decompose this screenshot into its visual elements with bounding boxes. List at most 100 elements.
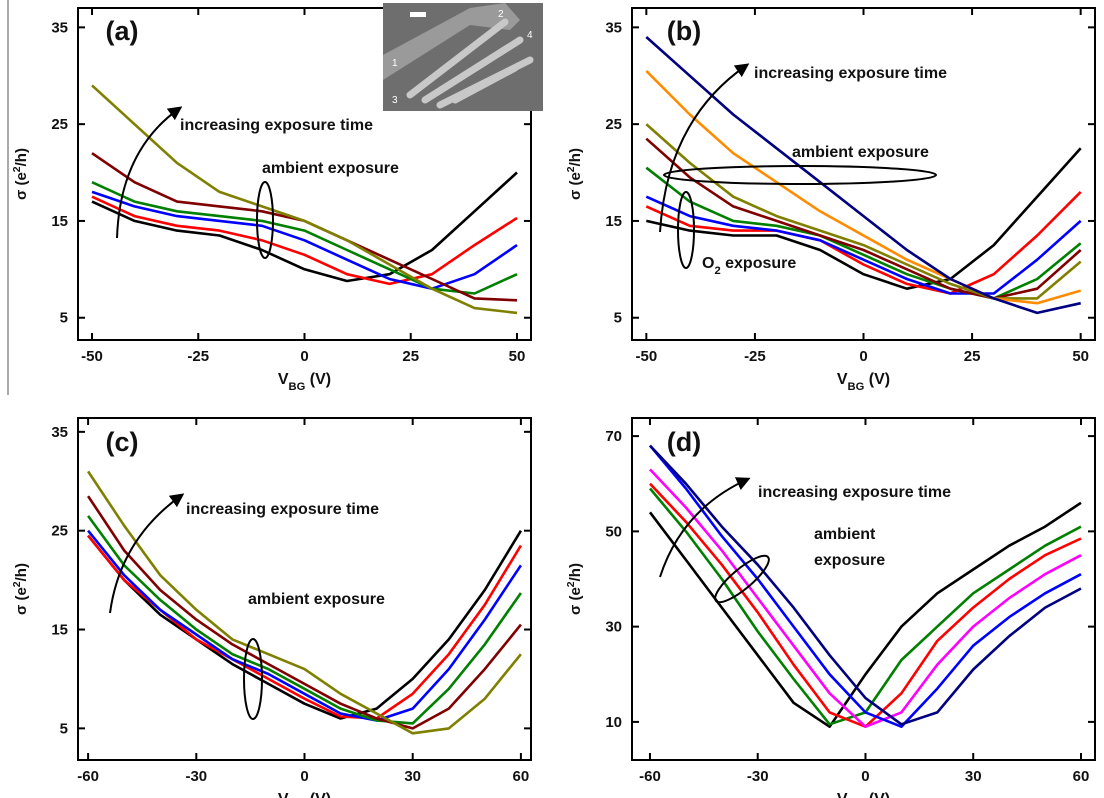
panel-label: (c) [106,427,139,457]
ellipse-marker [663,165,937,185]
y-axis-label-part: 2 [565,581,577,587]
annotation: ambient exposure [248,591,385,608]
inset-stripe [451,64,519,104]
line-series [87,515,522,725]
ellipse-marker [714,554,770,604]
line-series [91,181,518,295]
inset-label: 2 [498,9,504,20]
panel-label: (a) [106,16,139,46]
y-tick-label: 70 [605,428,622,445]
y-tick-label: 35 [605,19,622,36]
series-group [87,470,523,735]
x-axis-label-part: V [837,791,848,798]
line-series [645,166,1082,300]
y-axis-label-part: /h) [567,563,584,581]
line-series [645,137,1082,300]
x-axis-label-part: V [278,371,289,388]
line-series [91,190,518,290]
inset-image: 1 2 3 4 [383,3,543,111]
y-tick-label: 35 [51,19,68,36]
x-tick-label: 0 [300,768,308,785]
panel-label: (d) [667,427,701,457]
line-series [87,534,523,720]
line-series [645,123,1082,300]
y-tick-label: 15 [605,213,622,230]
line-series [645,195,1082,295]
line-series [91,195,518,286]
x-axis-label-part: BG [289,381,306,393]
x-axis-label-part: V [837,371,848,388]
x-tick-label: -30 [747,768,769,785]
line-series [87,495,522,730]
x-tick-label: 0 [859,348,867,365]
annotation-part: exposure [721,255,797,272]
annotation: increasing exposure time [754,65,947,82]
x-tick-label: 25 [402,348,419,365]
inset-label: 3 [392,95,398,106]
arrow [116,106,183,239]
annotation-part: 2 [714,265,720,277]
y-axis-label-part: /h) [13,148,30,166]
plot-frame [631,417,1096,761]
line-series [649,444,1082,728]
annotation-part: O [702,255,714,272]
x-tick-label: 60 [513,768,530,785]
y-tick-label: 35 [51,424,68,441]
series-group [648,444,1082,728]
y-axis-label: σ (e2/h) [11,563,30,615]
y-tick-label: 15 [51,213,68,230]
line-series [645,190,1082,295]
y-axis-label-part: 2 [11,166,23,172]
x-tick-label: 30 [965,768,982,785]
x-tick-label: -50 [635,348,657,365]
y-tick-label: 10 [605,714,622,731]
x-tick-label: -25 [744,348,766,365]
line-series [87,530,523,720]
x-tick-label: 60 [1073,768,1090,785]
x-tick-label: 0 [861,768,869,785]
x-axis-label-part: V [278,791,289,798]
annotation: increasing exposure time [180,117,373,134]
x-axis-label: VBG (V) [278,371,331,393]
x-axis-label-part: (V) [305,791,331,798]
line-series [649,444,1082,726]
scale-bar [410,12,426,17]
y-tick-label: 15 [51,622,68,639]
y-axis-label-part: 2 [565,166,577,172]
x-tick-label: -60 [639,768,661,785]
ellipse-marker [243,638,263,720]
x-tick-label: 30 [404,768,421,785]
inset-stripe [406,18,509,99]
series-group [91,84,518,315]
x-tick-label: -25 [187,348,209,365]
inset-label: 1 [392,58,398,69]
y-axis-label: σ (e2/h) [11,148,30,200]
annotation: O2 exposure [702,255,796,277]
y-axis-label-part: 2 [11,581,23,587]
line-series [648,501,1082,728]
y-axis-label: σ (e2/h) [565,563,584,615]
arrow [659,477,751,578]
line-series [87,470,522,735]
annotation: ambient exposure [262,160,399,177]
x-tick-label: 25 [964,348,981,365]
line-series [645,69,1082,305]
line-series [649,487,1082,726]
panel: 10 30 50 70 -60 -30 0 30 60 σ (e2/h) VBG (V) (d) inc… [565,417,1096,798]
inset-contact [383,3,520,80]
line-series [91,171,518,283]
y-tick-label: 5 [60,720,68,737]
panel: 5 15 25 35 -60 -30 0 30 60 σ (e2/h) VBG (V) (c) incr… [11,417,532,798]
y-axis-label-part: /h) [567,148,584,166]
x-tick-label: -60 [77,768,99,785]
y-tick-label: 30 [605,619,622,636]
x-axis-label-part: BG [848,381,865,393]
line-series [645,36,1081,315]
x-tick-label: -30 [185,768,207,785]
line-series [649,482,1082,728]
y-tick-label: 5 [60,310,68,327]
annotation: ambient exposure [792,144,929,161]
line-series [91,84,518,315]
